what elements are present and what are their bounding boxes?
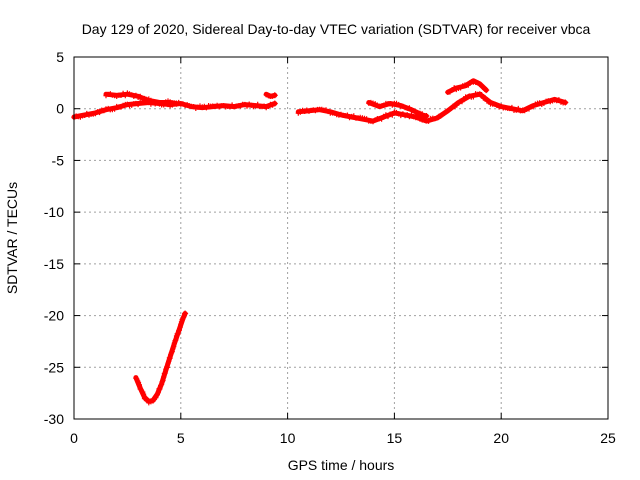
- y-tick-label: -5: [52, 152, 65, 168]
- series-4: [366, 99, 430, 119]
- y-tick-label: 0: [56, 101, 64, 117]
- data-point-marker: [178, 321, 184, 327]
- data-series-group: [71, 78, 569, 406]
- data-point-marker: [157, 386, 163, 392]
- data-point-marker: [155, 390, 161, 396]
- data-point-marker: [176, 327, 182, 333]
- data-point-marker: [426, 118, 432, 124]
- data-point-marker: [423, 113, 430, 119]
- data-point-marker: [169, 349, 175, 355]
- x-tick-label: 15: [387, 430, 403, 446]
- data-point-marker: [175, 331, 181, 337]
- series-5: [445, 78, 490, 95]
- data-point-marker: [122, 93, 128, 99]
- data-point-marker: [160, 378, 166, 384]
- data-point-marker: [459, 99, 465, 105]
- data-point-marker: [562, 99, 569, 106]
- data-point-marker: [509, 104, 515, 111]
- data-point-marker: [161, 374, 167, 380]
- data-point-marker: [530, 104, 536, 110]
- data-point-marker: [139, 388, 145, 394]
- data-point-marker: [177, 324, 183, 330]
- data-point-marker: [173, 100, 180, 107]
- data-point-marker: [166, 358, 172, 364]
- data-point-marker: [141, 391, 147, 397]
- x-tick-label: 25: [600, 430, 616, 446]
- x-axis-label: GPS time / hours: [288, 457, 395, 473]
- data-point-marker: [271, 92, 278, 99]
- data-point-marker: [482, 95, 488, 101]
- data-point-marker: [483, 87, 490, 94]
- data-point-marker: [389, 112, 395, 118]
- data-point-marker: [406, 105, 412, 111]
- x-tick-label: 0: [70, 430, 78, 446]
- plot-frame: [73, 56, 609, 420]
- data-point-marker: [182, 310, 189, 317]
- y-tick-label: -30: [44, 411, 64, 427]
- axis-ticks: 0 5 10 15 20 25 5 0 -5 -10 -15 -20 -25 -30: [44, 49, 616, 446]
- data-point-marker: [136, 382, 142, 388]
- data-point-marker: [171, 344, 177, 350]
- grid-lines: [74, 57, 608, 419]
- data-point-marker: [159, 381, 165, 387]
- data-point-marker: [162, 370, 168, 376]
- data-point-marker: [176, 328, 182, 334]
- x-tick-label: 20: [493, 430, 509, 446]
- data-point-marker: [171, 340, 177, 346]
- data-point-marker: [173, 337, 179, 343]
- chart-title: Day 129 of 2020, Sidereal Day-to-day VTE…: [82, 21, 591, 37]
- y-tick-label: -25: [44, 359, 64, 375]
- series-6: [133, 310, 189, 406]
- data-point-marker: [159, 379, 165, 385]
- series-3: [295, 91, 569, 125]
- y-tick-label: 5: [56, 49, 64, 65]
- data-point-marker: [164, 364, 170, 370]
- y-tick-label: -15: [44, 256, 64, 272]
- series-1: [103, 90, 180, 107]
- data-point-marker: [379, 116, 385, 122]
- y-axis-label: SDTVAR / TECUs: [4, 182, 20, 294]
- data-point-marker: [271, 100, 278, 107]
- y-tick-label: -20: [44, 308, 64, 324]
- y-tick-label: -10: [44, 204, 64, 220]
- data-point-marker: [470, 94, 476, 100]
- data-point-marker: [167, 355, 173, 361]
- data-point-marker: [133, 375, 139, 381]
- data-point-marker: [479, 92, 485, 98]
- data-point-marker: [135, 379, 142, 386]
- x-tick-label: 5: [177, 430, 185, 446]
- x-tick-label: 10: [280, 430, 296, 446]
- data-point-marker: [153, 395, 159, 401]
- series-2: [263, 91, 278, 99]
